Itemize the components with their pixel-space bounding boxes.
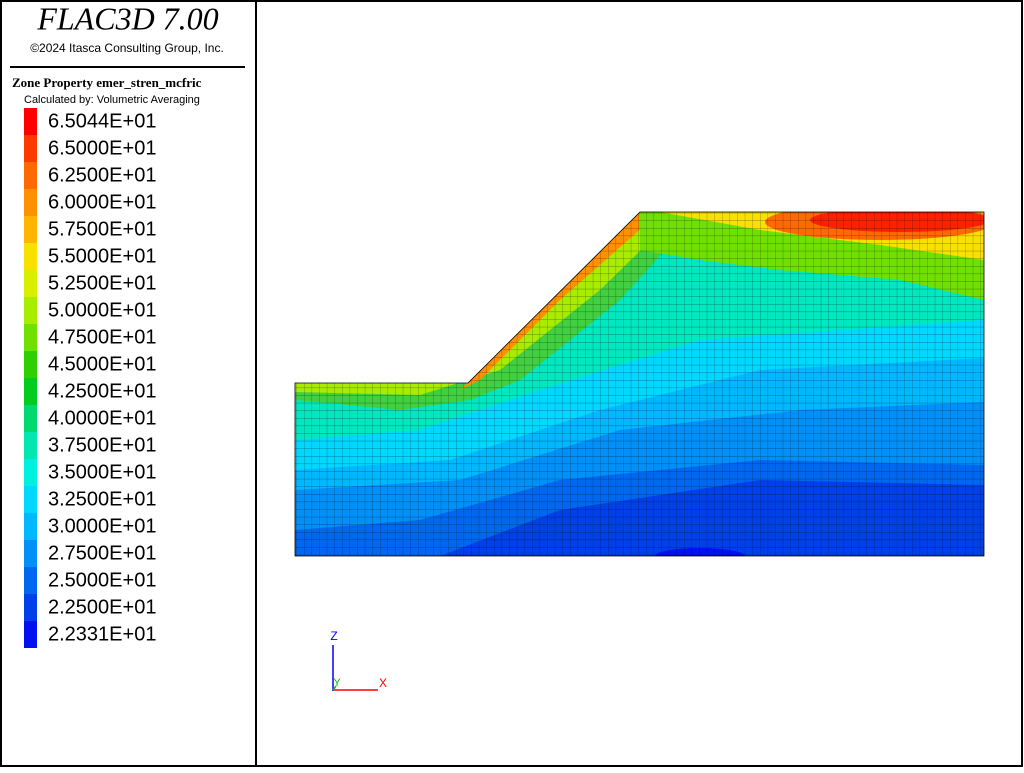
legend-label: 3.0000E+01 bbox=[48, 515, 156, 537]
legend-swatch bbox=[24, 432, 37, 459]
legend-label: 4.2500E+01 bbox=[48, 380, 156, 402]
legend-label: 4.7500E+01 bbox=[48, 326, 156, 348]
legend-swatch bbox=[24, 108, 37, 135]
legend-label: 5.2500E+01 bbox=[48, 272, 156, 294]
legend-swatch bbox=[24, 594, 37, 621]
y-label: Y bbox=[333, 677, 341, 689]
legend-label: 2.7500E+01 bbox=[48, 542, 156, 564]
legend-swatch bbox=[24, 216, 37, 243]
legend-swatch bbox=[24, 270, 37, 297]
legend-swatch bbox=[24, 135, 37, 162]
legend-label: 3.5000E+01 bbox=[48, 461, 156, 483]
legend-swatch bbox=[24, 351, 37, 378]
legend-label: 6.5044E+01 bbox=[48, 110, 156, 132]
legend-label: 3.2500E+01 bbox=[48, 488, 156, 510]
legend-swatch bbox=[24, 297, 37, 324]
legend: 6.5044E+01 6.5000E+01 6.2500E+01 6.0000E+01… bbox=[24, 108, 156, 648]
x-label: X bbox=[379, 676, 387, 690]
legend-title: Zone Property emer_stren_mcfric bbox=[12, 75, 202, 90]
legend-swatch bbox=[24, 567, 37, 594]
legend-label: 2.5000E+01 bbox=[48, 569, 156, 591]
legend-label: 6.2500E+01 bbox=[48, 164, 156, 186]
legend-label: 3.7500E+01 bbox=[48, 434, 156, 456]
legend-swatch bbox=[24, 486, 37, 513]
z-label: Z bbox=[330, 629, 337, 643]
app-title: FLAC3D 7.00 bbox=[36, 0, 218, 36]
legend-swatch bbox=[24, 162, 37, 189]
legend-swatch bbox=[24, 189, 37, 216]
model-outline bbox=[294, 211, 985, 557]
legend-label: 6.5000E+01 bbox=[48, 137, 156, 159]
contour-plot bbox=[295, 212, 984, 556]
legend-label: 5.5000E+01 bbox=[48, 245, 156, 267]
legend-swatch bbox=[24, 405, 37, 432]
legend-swatch bbox=[24, 378, 37, 405]
axis-triad: Z Y X bbox=[330, 629, 387, 691]
legend-label: 4.5000E+01 bbox=[48, 353, 156, 375]
copyright: ©2024 Itasca Consulting Group, Inc. bbox=[30, 41, 224, 55]
legend-label: 2.2500E+01 bbox=[48, 596, 156, 618]
legend-label: 5.7500E+01 bbox=[48, 218, 156, 240]
legend-label: 5.0000E+01 bbox=[48, 299, 156, 321]
legend-swatch bbox=[24, 621, 37, 648]
legend-swatch bbox=[24, 243, 37, 270]
legend-subtitle: Calculated by: Volumetric Averaging bbox=[24, 94, 200, 106]
legend-swatch bbox=[24, 513, 37, 540]
legend-label: 4.0000E+01 bbox=[48, 407, 156, 429]
legend-swatch bbox=[24, 540, 37, 567]
legend-swatch bbox=[24, 459, 37, 486]
y-axis bbox=[332, 685, 337, 691]
legend-swatch bbox=[24, 324, 37, 351]
legend-label: 2.2331E+01 bbox=[48, 623, 156, 645]
legend-label: 6.0000E+01 bbox=[48, 191, 156, 213]
